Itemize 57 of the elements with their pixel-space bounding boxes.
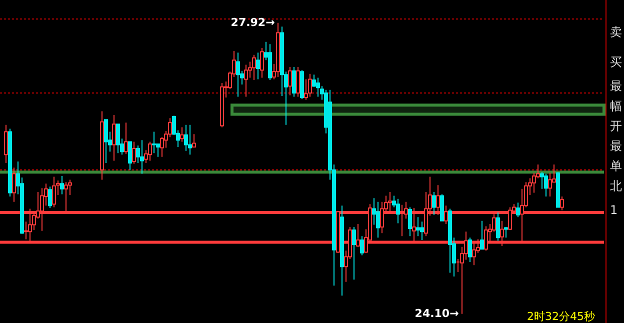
candlestick (24, 221, 28, 240)
candlestick (288, 66, 292, 96)
candlestick (184, 124, 188, 152)
candlestick (316, 77, 320, 98)
candlestick (360, 236, 364, 256)
candlestick (252, 54, 256, 80)
candlestick (12, 167, 16, 202)
text: 买 (610, 55, 622, 69)
candlestick (52, 176, 56, 208)
candlestick (104, 119, 108, 164)
candlestick (352, 226, 356, 280)
candlestick (124, 122, 128, 154)
text: 开 (610, 119, 622, 133)
candlestick (356, 223, 360, 248)
text: 单 (610, 159, 622, 173)
text: 最 (610, 79, 622, 93)
candlestick (308, 73, 312, 98)
candlestick (396, 198, 400, 224)
candlestick (132, 141, 136, 164)
candlestick (256, 52, 260, 80)
text: 最 (610, 139, 622, 153)
candlestick (152, 131, 156, 154)
candlestick (180, 126, 184, 142)
candlestick (148, 141, 152, 162)
candlestick (292, 66, 296, 98)
annotation: 24.10→ (414, 306, 459, 320)
candlestick (376, 201, 380, 238)
candlestick (408, 206, 412, 237)
candlestick (4, 124, 8, 164)
candlestick (296, 66, 300, 98)
text: 幅 (610, 99, 622, 113)
candlestick (128, 141, 132, 170)
candlestick (60, 175, 64, 195)
candlestick (544, 173, 548, 198)
candlestick (432, 191, 436, 216)
candlestick (468, 237, 472, 263)
candlestick (140, 140, 144, 174)
candlestick (244, 64, 248, 98)
candlestick (188, 124, 192, 156)
candlestick (236, 52, 240, 98)
candlestick (192, 134, 196, 148)
text: 卖 (610, 25, 622, 39)
annotation: 2时32分45秒 (527, 310, 595, 323)
annotation: 27.92→ (230, 16, 275, 29)
candlestick (112, 114, 116, 162)
candlestick (480, 220, 484, 250)
text: 北 (610, 179, 622, 193)
candlestick (548, 172, 552, 198)
candlestick (504, 226, 508, 238)
candlestick (496, 212, 500, 242)
candlestick (420, 221, 424, 240)
candlestick (416, 216, 420, 237)
candlestick (516, 202, 520, 218)
candlestick (116, 124, 120, 154)
candlestick (48, 186, 52, 208)
candlestick (260, 47, 264, 78)
text: 1 (610, 203, 618, 217)
